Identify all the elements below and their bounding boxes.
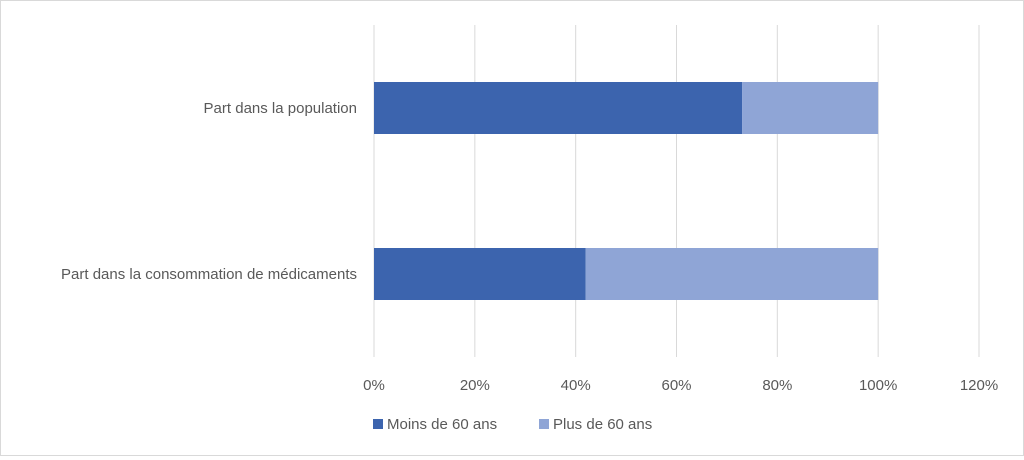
category-label: Part dans la population	[204, 100, 357, 117]
category-label: Part dans la consommation de médicaments	[61, 266, 357, 283]
bar-segment	[742, 82, 879, 134]
x-tick-label: 80%	[762, 377, 792, 394]
legend-label: Moins de 60 ans	[387, 416, 497, 433]
x-tick-label: 120%	[960, 377, 998, 394]
bar-segment	[374, 248, 586, 300]
x-tick-label: 60%	[661, 377, 691, 394]
category-labels: Part dans la population Part dans la cons…	[61, 100, 357, 283]
x-tick-labels: 0% 20% 40% 60% 80% 100% 120%	[363, 377, 998, 394]
bar-segment	[585, 248, 879, 300]
legend-swatch	[539, 419, 549, 429]
legend: Moins de 60 ans Plus de 60 ans	[373, 416, 652, 433]
bars	[374, 82, 879, 300]
x-tick-label: 0%	[363, 377, 385, 394]
legend-swatch	[373, 419, 383, 429]
x-tick-label: 20%	[460, 377, 490, 394]
gridlines	[373, 25, 980, 357]
x-tick-label: 40%	[561, 377, 591, 394]
x-tick-label: 100%	[859, 377, 897, 394]
legend-label: Plus de 60 ans	[553, 416, 652, 433]
bar-segment	[374, 82, 743, 134]
